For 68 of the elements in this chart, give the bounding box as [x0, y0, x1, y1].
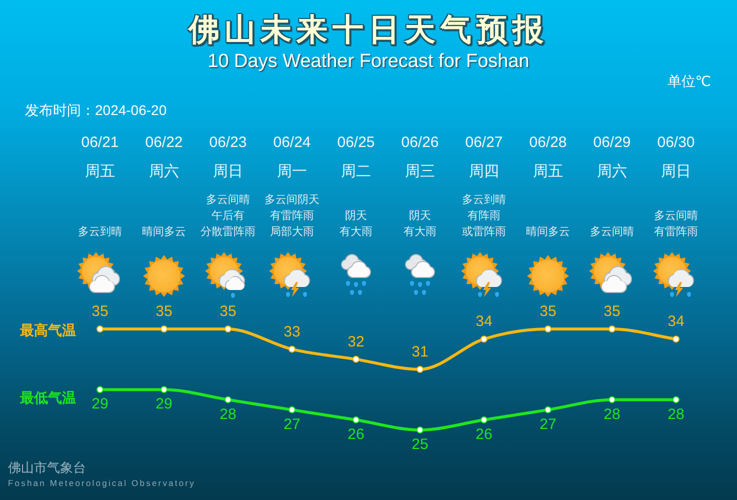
data-label: 28 [220, 406, 236, 423]
point [288, 406, 296, 414]
data-label: 34 [476, 313, 492, 330]
text: Foshan Meteorological Observatory [8, 477, 196, 489]
text: 多云间晴午后有分散雷阵雨 [200, 193, 256, 238]
text: 晴间多云 [142, 225, 186, 238]
text: 多云到晴有阵雨或雷阵雨 [462, 193, 506, 238]
text: 佛山市气象台 [8, 459, 86, 477]
x-tick-label: 06/21 周五 [81, 134, 119, 180]
data-label: 27 [540, 416, 556, 433]
data-label: 28 [604, 406, 620, 423]
chart-title: 佛山未来十日天气预报 [186, 11, 550, 49]
x-tick-label: 06/28 周五 [529, 134, 567, 180]
point [416, 366, 424, 373]
point [224, 326, 232, 332]
point [608, 396, 616, 404]
text: 晴间多云 [526, 225, 570, 238]
x-tick-label: 06/24 周一 [273, 134, 311, 180]
data-label: 33 [284, 323, 300, 340]
point [544, 406, 552, 414]
data-label: 29 [156, 396, 172, 413]
data-label: 35 [92, 303, 108, 320]
data-label: 35 [604, 303, 620, 320]
data-label: 31 [412, 344, 428, 361]
point [480, 416, 488, 424]
text: 单位℃ [667, 72, 711, 91]
data-label: 28 [668, 406, 684, 423]
text: 多云间阴天有雷阵雨局部大雨 [264, 194, 320, 238]
point [416, 426, 424, 434]
x-tick-label: 06/25 周二 [337, 134, 375, 180]
x-tick-label: 06/30 周日 [657, 134, 695, 180]
text: 多云间晴 [590, 225, 634, 238]
data-label: 35 [156, 303, 172, 320]
point [160, 386, 168, 394]
data-label: 29 [92, 396, 108, 413]
point [352, 356, 360, 363]
point [288, 346, 296, 353]
point [672, 336, 680, 343]
x-tick-label: 06/27 周四 [465, 134, 503, 180]
text: 阴天有大雨 [404, 210, 436, 238]
series-label: 最低气温 [19, 389, 76, 406]
text: 多云间晴有雷阵雨 [654, 209, 698, 238]
point [224, 396, 232, 404]
text: 阴天有大雨 [340, 210, 372, 238]
data-label: 26 [476, 426, 492, 444]
x-tick-label: 06/29 周六 [593, 134, 631, 180]
point [160, 326, 168, 332]
text: 发布时间：2024-06-20 [25, 101, 167, 120]
point [672, 396, 680, 404]
point [352, 416, 360, 424]
x-tick-label: 06/22 周六 [145, 134, 183, 180]
data-label: 35 [540, 303, 556, 320]
series-label: 最高气温 [19, 322, 76, 338]
point [544, 326, 552, 332]
text: 多云到晴 [78, 225, 122, 238]
x-tick-label: 06/26 周三 [401, 134, 439, 180]
point [96, 326, 104, 332]
data-label: 35 [220, 303, 236, 320]
data-label: 32 [348, 333, 364, 350]
point [608, 326, 616, 332]
data-label: 25 [412, 436, 428, 454]
data-label: 26 [348, 426, 364, 444]
data-label: 27 [284, 416, 300, 433]
point [480, 336, 488, 343]
x-tick-label: 06/23 周日 [209, 134, 247, 180]
point [96, 386, 104, 394]
data-label: 34 [668, 313, 684, 330]
chart-subtitle: 10 Days Weather Forecast for Foshan [206, 50, 530, 74]
